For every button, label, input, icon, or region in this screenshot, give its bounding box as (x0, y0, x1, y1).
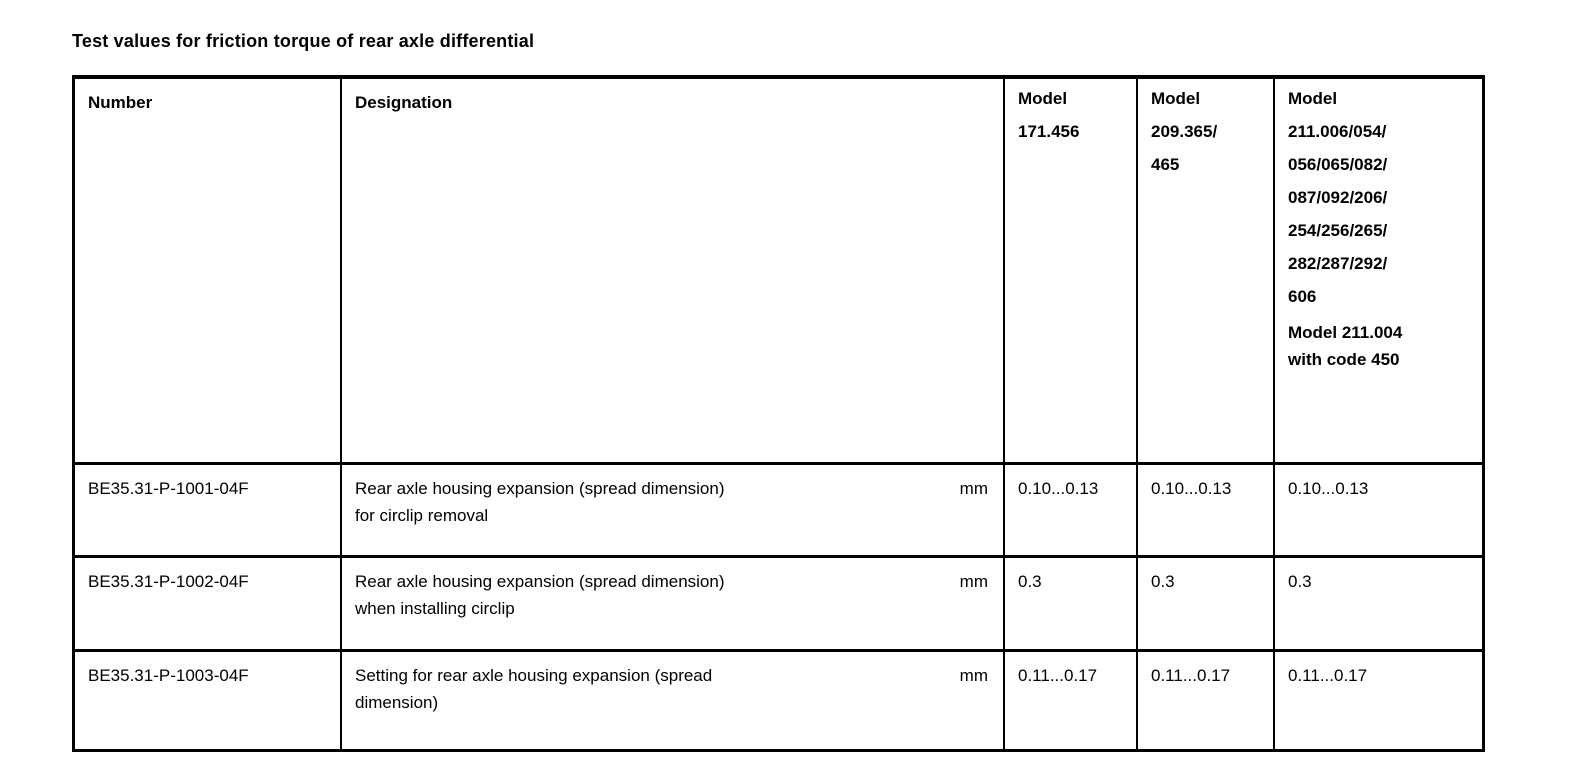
number-cell: BE35.31-P-1001-04F (75, 465, 342, 558)
value-model-209: 0.11...0.17 (1151, 666, 1231, 685)
unit-label: mm (959, 479, 988, 498)
value-model-209: 0.10...0.13 (1151, 479, 1232, 498)
value-cell: 0.10...0.13 (1138, 465, 1275, 558)
designation-cell: Setting for rear axle housing expansion … (342, 652, 1005, 749)
value-cell: 0.10...0.13 (1005, 465, 1138, 558)
designation-cell: Rear axle housing expansion (spread dime… (342, 558, 1005, 652)
header-designation: Designation (342, 79, 1005, 465)
value-model-171: 0.11...0.17 (1018, 666, 1098, 685)
designation-text: Setting for rear axle housing expansion … (355, 666, 713, 712)
value-model-211: 0.10...0.13 (1288, 479, 1369, 498)
value-cell: 0.10...0.13 (1275, 465, 1482, 558)
model-header-lines: Model 209.365/ 465 (1151, 89, 1218, 174)
header-model-209-365-465: Model 209.365/ 465 (1138, 79, 1275, 465)
test-number: BE35.31-P-1003-04F (88, 666, 249, 685)
designation-cell: Rear axle housing expansion (spread dime… (342, 465, 1005, 558)
value-model-171: 0.3 (1018, 572, 1042, 591)
value-model-211: 0.3 (1288, 572, 1312, 591)
header-designation-label: Designation (355, 93, 453, 112)
header-model-171-456: Model 171.456 (1005, 79, 1138, 465)
value-cell: 0.11...0.17 (1138, 652, 1275, 749)
test-number: BE35.31-P-1001-04F (88, 479, 249, 498)
value-model-171: 0.10...0.13 (1018, 479, 1099, 498)
unit-label: mm (959, 572, 988, 591)
value-cell: 0.3 (1138, 558, 1275, 652)
header-number-label: Number (88, 93, 153, 112)
model-header-note: Model 211.004 with code 450 (1288, 323, 1403, 369)
model-header-lines: Model 211.006/054/ 056/065/082/ 087/092/… (1288, 89, 1388, 306)
test-values-table: Number Designation Model 171.456 Model 2… (72, 75, 1485, 752)
value-model-209: 0.3 (1151, 572, 1175, 591)
header-number: Number (75, 79, 342, 465)
page-title: Test values for friction torque of rear … (72, 31, 535, 51)
unit-label: mm (959, 666, 988, 685)
header-model-211: Model 211.006/054/ 056/065/082/ 087/092/… (1275, 79, 1482, 465)
value-cell: 0.11...0.17 (1275, 652, 1482, 749)
value-model-211: 0.11...0.17 (1288, 666, 1368, 685)
value-cell: 0.3 (1275, 558, 1482, 652)
designation-text: Rear axle housing expansion (spread dime… (355, 572, 725, 618)
number-cell: BE35.31-P-1002-04F (75, 558, 342, 652)
value-cell: 0.3 (1005, 558, 1138, 652)
designation-text: Rear axle housing expansion (spread dime… (355, 479, 725, 525)
test-number: BE35.31-P-1002-04F (88, 572, 249, 591)
model-header-lines: Model 171.456 (1018, 89, 1080, 141)
number-cell: BE35.31-P-1003-04F (75, 652, 342, 749)
value-cell: 0.11...0.17 (1005, 652, 1138, 749)
